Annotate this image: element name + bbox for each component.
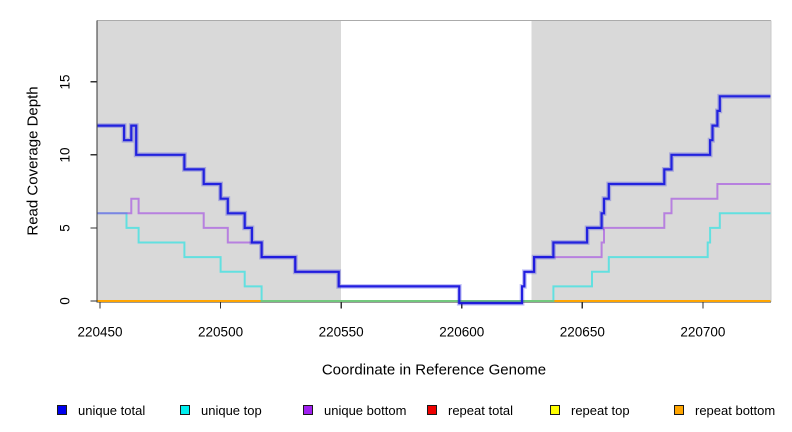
series-unique-top xyxy=(97,212,771,302)
x-axis-title: Coordinate in Reference Genome xyxy=(321,361,547,379)
legend-swatch-icon xyxy=(674,405,684,415)
legend-item-unique-total: unique total xyxy=(57,399,145,421)
shaded-region-1 xyxy=(97,20,342,302)
legend-label: repeat total xyxy=(448,402,514,418)
legend-label: unique total xyxy=(78,402,146,418)
legend-label: repeat top xyxy=(571,402,630,418)
x-tick-label-220500: 220500 xyxy=(198,324,244,340)
legend-item-repeat-bottom: repeat bottom xyxy=(674,399,775,421)
x-tick-label-220600: 220600 xyxy=(439,324,485,340)
x-tick-label-220550: 220550 xyxy=(318,324,364,340)
y-axis-title: Read Coverage Depth xyxy=(24,86,42,236)
legend-swatch-icon xyxy=(427,405,437,415)
y-tick-label-15: 15 xyxy=(57,74,73,90)
shaded-region-2 xyxy=(531,20,771,302)
y-tick-label-10: 10 xyxy=(57,147,73,163)
legend-label: repeat bottom xyxy=(695,402,776,418)
series-unique-total xyxy=(97,95,771,305)
legend-swatch-icon xyxy=(303,405,313,415)
x-tick-label-220700: 220700 xyxy=(680,324,726,340)
legend-item-unique-top: unique top xyxy=(180,399,262,421)
chart-legend: unique total unique top unique bottom repea… xyxy=(0,399,792,421)
legend-item-repeat-total: repeat total xyxy=(427,399,513,421)
legend-label: unique top xyxy=(201,402,262,418)
legend-item-repeat-top: repeat top xyxy=(550,399,630,421)
x-tick-label-220650: 220650 xyxy=(559,324,605,340)
y-tick-label-0: 0 xyxy=(57,297,73,305)
y-tick-label-5: 5 xyxy=(57,224,73,232)
legend-swatch-icon xyxy=(57,405,67,415)
legend-swatch-icon xyxy=(550,405,560,415)
legend-label: unique bottom xyxy=(324,402,407,418)
x-tick-label-220450: 220450 xyxy=(77,324,123,340)
legend-swatch-icon xyxy=(180,405,190,415)
legend-item-unique-bottom: unique bottom xyxy=(303,399,406,421)
